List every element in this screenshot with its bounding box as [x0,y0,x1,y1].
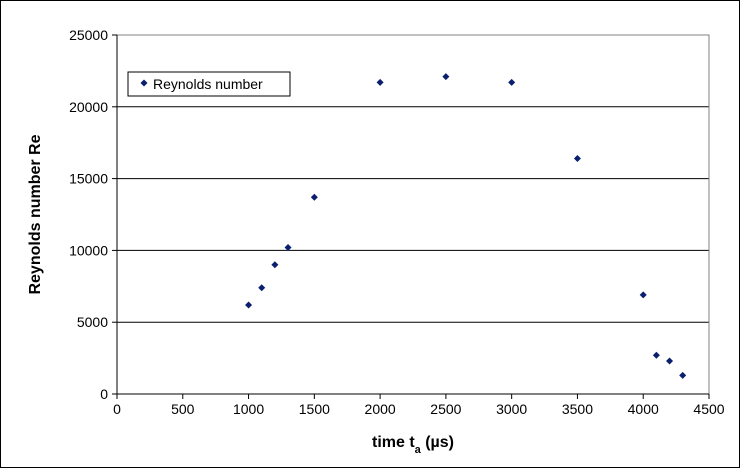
x-tick-label-3000: 3000 [496,401,527,417]
y-tick-label-10000: 10000 [69,242,108,258]
data-point-4100 [652,351,660,359]
data-point-2500 [442,73,450,81]
grid-lines [117,106,709,323]
data-point-1100 [258,284,266,292]
data-point-1500 [310,193,318,201]
y-tick-label-15000: 15000 [69,171,108,187]
tick-labels: 0 5000 10000 15000 20000 25000 0 500 1000 1500 200… [69,27,725,417]
data-points [245,73,687,379]
legend-entry-reynolds-number: Reynolds number [153,76,263,92]
x-tick-label-2500: 2500 [430,401,461,417]
x-tick-label-4500: 4500 [693,401,724,417]
data-point-1200 [271,261,279,269]
data-point-3000 [508,78,516,86]
data-point-3500 [573,154,581,162]
data-point-4300 [679,371,687,379]
y-tick-label-20000: 20000 [69,99,108,115]
x-tick-label-1500: 1500 [299,401,330,417]
y-tick-label-5000: 5000 [77,314,108,330]
x-tick-label-1000: 1000 [233,401,264,417]
data-point-1300 [284,244,292,252]
y-tick-label-25000: 25000 [69,27,108,43]
legend-marker [140,79,148,87]
y-axis-label: Reynolds number Re [27,134,44,294]
x-axis-label-main: time t [372,434,415,451]
data-point-1000 [245,301,253,309]
x-axis-label: time ta (µs) [372,434,454,456]
x-tick-label-2000: 2000 [365,401,396,417]
axes [112,34,710,399]
data-point-4200 [666,357,674,365]
x-axis-label-suffix: (µs) [421,434,454,451]
data-point-4000 [639,291,647,299]
y-tick-label-0: 0 [100,386,108,402]
data-point-2000 [376,78,384,86]
legend-box [127,71,291,97]
x-tick-label-0: 0 [113,401,121,417]
x-tick-label-500: 500 [171,401,195,417]
x-tick-label-4000: 4000 [628,401,659,417]
x-axis-label-subscript: a [415,444,422,456]
legend: Reynolds number [127,71,291,97]
x-tick-label-3500: 3500 [562,401,593,417]
